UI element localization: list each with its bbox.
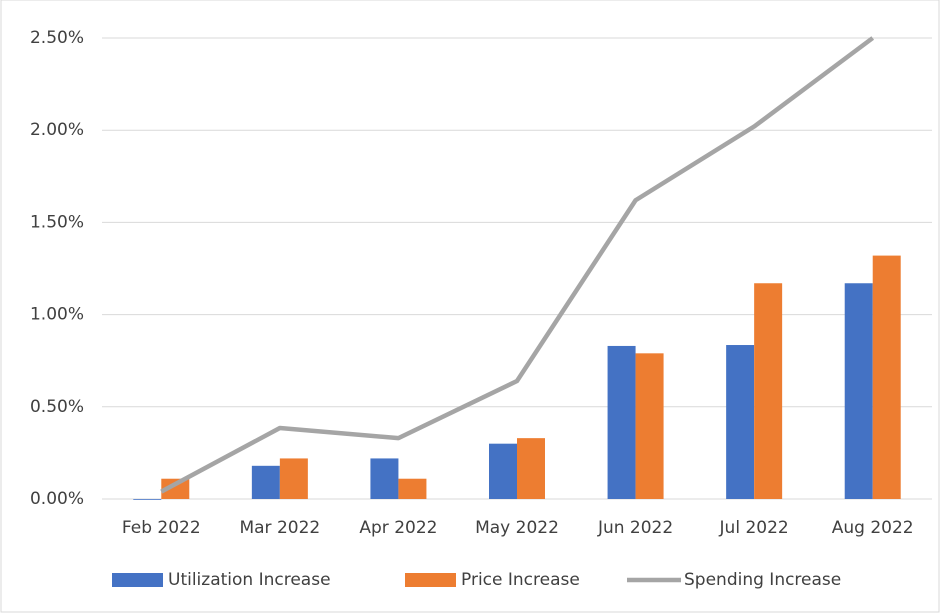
bar xyxy=(279,458,308,499)
y-tick-label: 2.00% xyxy=(30,120,84,140)
x-tick-label: Jul 2022 xyxy=(719,518,789,538)
y-tick-label: 1.50% xyxy=(30,212,84,232)
x-tick-label: Aug 2022 xyxy=(832,518,914,538)
bar xyxy=(251,465,280,499)
x-tick-label: Jun 2022 xyxy=(597,518,673,538)
legend-label: Spending Increase xyxy=(684,570,841,590)
y-tick-label: 0.00% xyxy=(30,489,84,509)
bar xyxy=(754,283,783,499)
bar xyxy=(489,443,517,499)
legend-swatch xyxy=(405,573,456,587)
bar xyxy=(872,255,901,499)
legend-swatch xyxy=(112,573,163,587)
legend-label: Utilization Increase xyxy=(168,570,331,590)
bar xyxy=(398,478,427,499)
bar xyxy=(607,345,636,499)
x-tick-label: Apr 2022 xyxy=(359,518,437,538)
y-tick-label: 1.00% xyxy=(30,305,84,325)
line xyxy=(160,36,875,494)
bar xyxy=(844,283,873,499)
bar xyxy=(370,458,399,499)
bar xyxy=(133,499,162,500)
bar xyxy=(635,353,664,499)
bar xyxy=(161,478,190,499)
x-tick-label: Mar 2022 xyxy=(239,518,320,538)
bar xyxy=(726,345,755,499)
x-tick-label: Feb 2022 xyxy=(122,518,201,538)
y-tick-label: 0.50% xyxy=(30,397,84,417)
x-tick-label: May 2022 xyxy=(475,518,559,538)
legend-label: Price Increase xyxy=(461,570,580,590)
y-tick-label: 2.50% xyxy=(30,28,84,48)
bar xyxy=(517,438,545,499)
